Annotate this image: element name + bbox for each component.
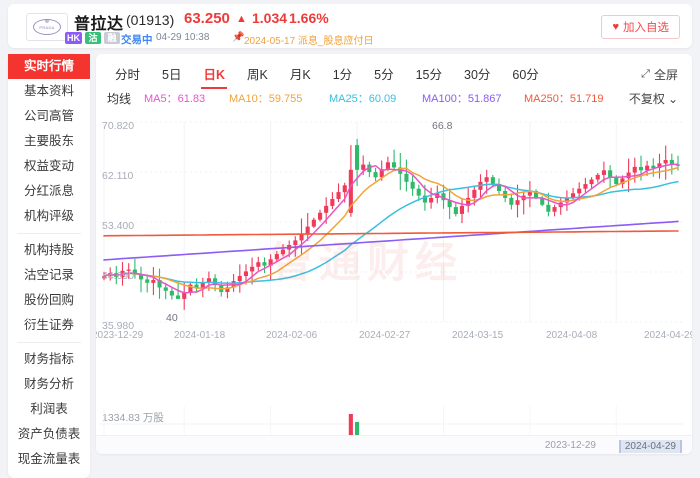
tab-intraday[interactable]: 分时 [104,66,151,84]
logo-mark: PRADA [33,19,61,35]
tab-15min[interactable]: 15分 [405,66,453,84]
y-tick-3: 44.690 [102,270,134,282]
tab-5day[interactable]: 5日 [151,66,192,84]
x-tick-1: 2024-01-18 [174,330,225,341]
y-tick-1: 62.110 [102,170,133,182]
x-tick-2: 2024-02-06 [266,330,317,341]
sidebar-divider-1 [17,233,81,234]
sidebar-item-short-selling[interactable]: 沽空记录 [8,263,90,288]
sidebar-item-dividends[interactable]: 分红派息 [8,179,90,204]
add-to-watchlist-button[interactable]: ♥ 加入自选 [601,15,680,39]
short-sell-badge: 沽 [85,32,101,44]
tab-daily-k[interactable]: 日K [192,66,236,84]
stock-header: PRADA 普拉达 (01913) 63.250 ▲ 1.034 1.66% H… [8,4,692,48]
price-chart-svg [96,114,692,342]
ma250-legend: MA250：51.719 [524,90,604,106]
ma10-legend: MA10：59.755 [229,90,302,106]
x-tick-4: 2024-03-15 [452,330,503,341]
sidebar-item-financial-indicators[interactable]: 财务指标 [8,347,90,372]
current-price: 63.250 [184,10,230,27]
heart-icon: ♥ [612,22,619,33]
sidebar-item-financial-analysis[interactable]: 财务分析 [8,372,90,397]
change-arrow-icon: ▲ [236,13,247,25]
margin-badge: 融 [104,32,120,44]
sidebar: 实时行情 基本资料 公司高管 主要股东 权益变动 分红派息 机构评级 机构持股 … [8,54,90,478]
sidebar-item-balance-sheet[interactable]: 资产负债表 [8,422,90,447]
sidebar-item-realtime[interactable]: 实时行情 [8,54,90,79]
ma-legend: 均线 MA5：61.83 MA10：59.755 MA25：60.09 MA10… [104,90,684,108]
sidebar-item-derivatives[interactable]: 衍生证券 [8,313,90,338]
sidebar-item-income-statement[interactable]: 利润表 [8,397,90,422]
sidebar-item-major-shareholders[interactable]: 主要股东 [8,129,90,154]
sidebar-item-equity-changes[interactable]: 权益变动 [8,154,90,179]
fullscreen-label: 全屏 [654,66,678,83]
price-change: 1.034 [252,10,287,26]
sidebar-item-buybacks[interactable]: 股份回购 [8,288,90,313]
x-tick-0: 2023-12-29 [96,330,143,341]
fullscreen-icon: ⤢ [641,68,650,81]
pin-icon: 📌 [232,32,244,43]
add-to-watchlist-label: 加入自选 [623,19,669,35]
sidebar-divider-2 [17,342,81,343]
tab-30min[interactable]: 30分 [453,66,501,84]
high-price-marker: 66.8 [432,120,452,132]
stock-code: (01913) [126,12,174,28]
adjustment-label: 不复权 [629,90,665,107]
chevron-down-icon: ⌄ [668,92,678,106]
ma25-legend: MA25：60.09 [329,90,396,106]
x-tick-5: 2024-04-08 [546,330,597,341]
sidebar-item-institutional-holdings[interactable]: 机构持股 [8,238,90,263]
tab-5min[interactable]: 5分 [363,66,404,84]
ma100-legend: MA100：51.867 [422,90,502,106]
x-tick-6: 2024-04-29 [644,330,692,341]
tab-60min[interactable]: 60分 [501,66,549,84]
low-price-marker: 40 [166,312,178,324]
y-tick-2: 53.400 [102,220,134,232]
tab-weekly-k[interactable]: 周K [236,66,279,84]
ma-legend-label: 均线 [107,90,131,107]
x-tick-3: 2024-02-27 [359,330,410,341]
chart-panel: 分时 5日 日K 周K 月K 1分 5分 15分 30分 60分 ⤢ 全屏 均线… [96,54,692,454]
date-range-scrollbar[interactable]: 2023-12-29 2024-04-29 [96,435,692,454]
quote-time: 04-29 10:38 [156,32,209,43]
dividend-notice[interactable]: 2024-05-17 派息_股息应付日 [244,32,374,47]
ma5-legend: MA5：61.83 [144,90,205,106]
sidebar-item-executives[interactable]: 公司高管 [8,104,90,129]
range-start-date: 2023-12-29 [545,440,596,451]
market-status: 交易中 [121,32,153,47]
tab-monthly-k[interactable]: 月K [279,66,322,84]
sidebar-item-cash-flow[interactable]: 现金流量表 [8,447,90,472]
tab-1min[interactable]: 1分 [322,66,363,84]
range-end-date[interactable]: 2024-04-29 [619,440,682,453]
sidebar-item-basic-info[interactable]: 基本资料 [8,79,90,104]
price-change-percent: 1.66% [289,10,329,26]
stock-badges: HK 沽 融 [65,32,120,44]
fullscreen-button[interactable]: ⤢ 全屏 [641,66,678,83]
company-logo: PRADA [26,13,68,41]
y-tick-0: 70.820 [102,120,134,132]
notice-chevron-icon[interactable]: › [349,32,352,42]
stock-name: 普拉达 [74,10,124,34]
period-tabs: 分时 5日 日K 周K 月K 1分 5分 15分 30分 60分 [104,66,550,84]
chart-canvas[interactable]: 智通财经 70.820 62.110 53.400 44.690 35.980 … [96,114,692,402]
sidebar-item-ratings[interactable]: 机构评级 [8,204,90,229]
hk-badge: HK [65,32,82,44]
adjustment-dropdown[interactable]: 不复权 ⌄ [629,90,678,107]
